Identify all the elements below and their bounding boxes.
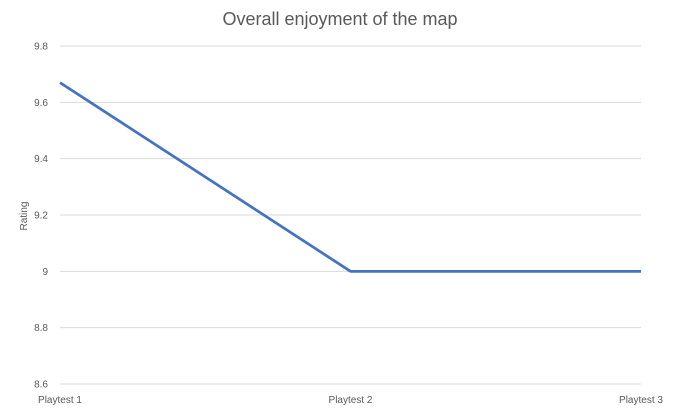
y-axis-label: Rating: [19, 202, 30, 231]
series-layer: [59, 81, 641, 273]
x-axis-ticks: Playtest 1 Playtest 2 Playtest 3: [38, 395, 663, 406]
y-tick-label: 8.8: [34, 323, 48, 334]
grid-lines: [60, 45, 641, 385]
x-tick-label: Playtest 1: [38, 395, 82, 406]
x-tick-label: Playtest 3: [619, 395, 663, 406]
y-tick-label: 9.8: [34, 42, 48, 53]
y-tick-label: 9.4: [34, 154, 48, 165]
y-axis-ticks: 8.6 8.8 9 9.2 9.4 9.6 9.8: [34, 42, 48, 391]
chart-title: Overall enjoyment of the map: [222, 9, 457, 29]
series-line: [59, 81, 641, 273]
y-tick-label: 9.6: [34, 98, 48, 109]
y-tick-label: 9.2: [34, 211, 48, 222]
x-tick-label: Playtest 2: [329, 395, 373, 406]
y-tick-label: 8.6: [34, 380, 48, 391]
y-tick-label: 9: [42, 267, 48, 278]
